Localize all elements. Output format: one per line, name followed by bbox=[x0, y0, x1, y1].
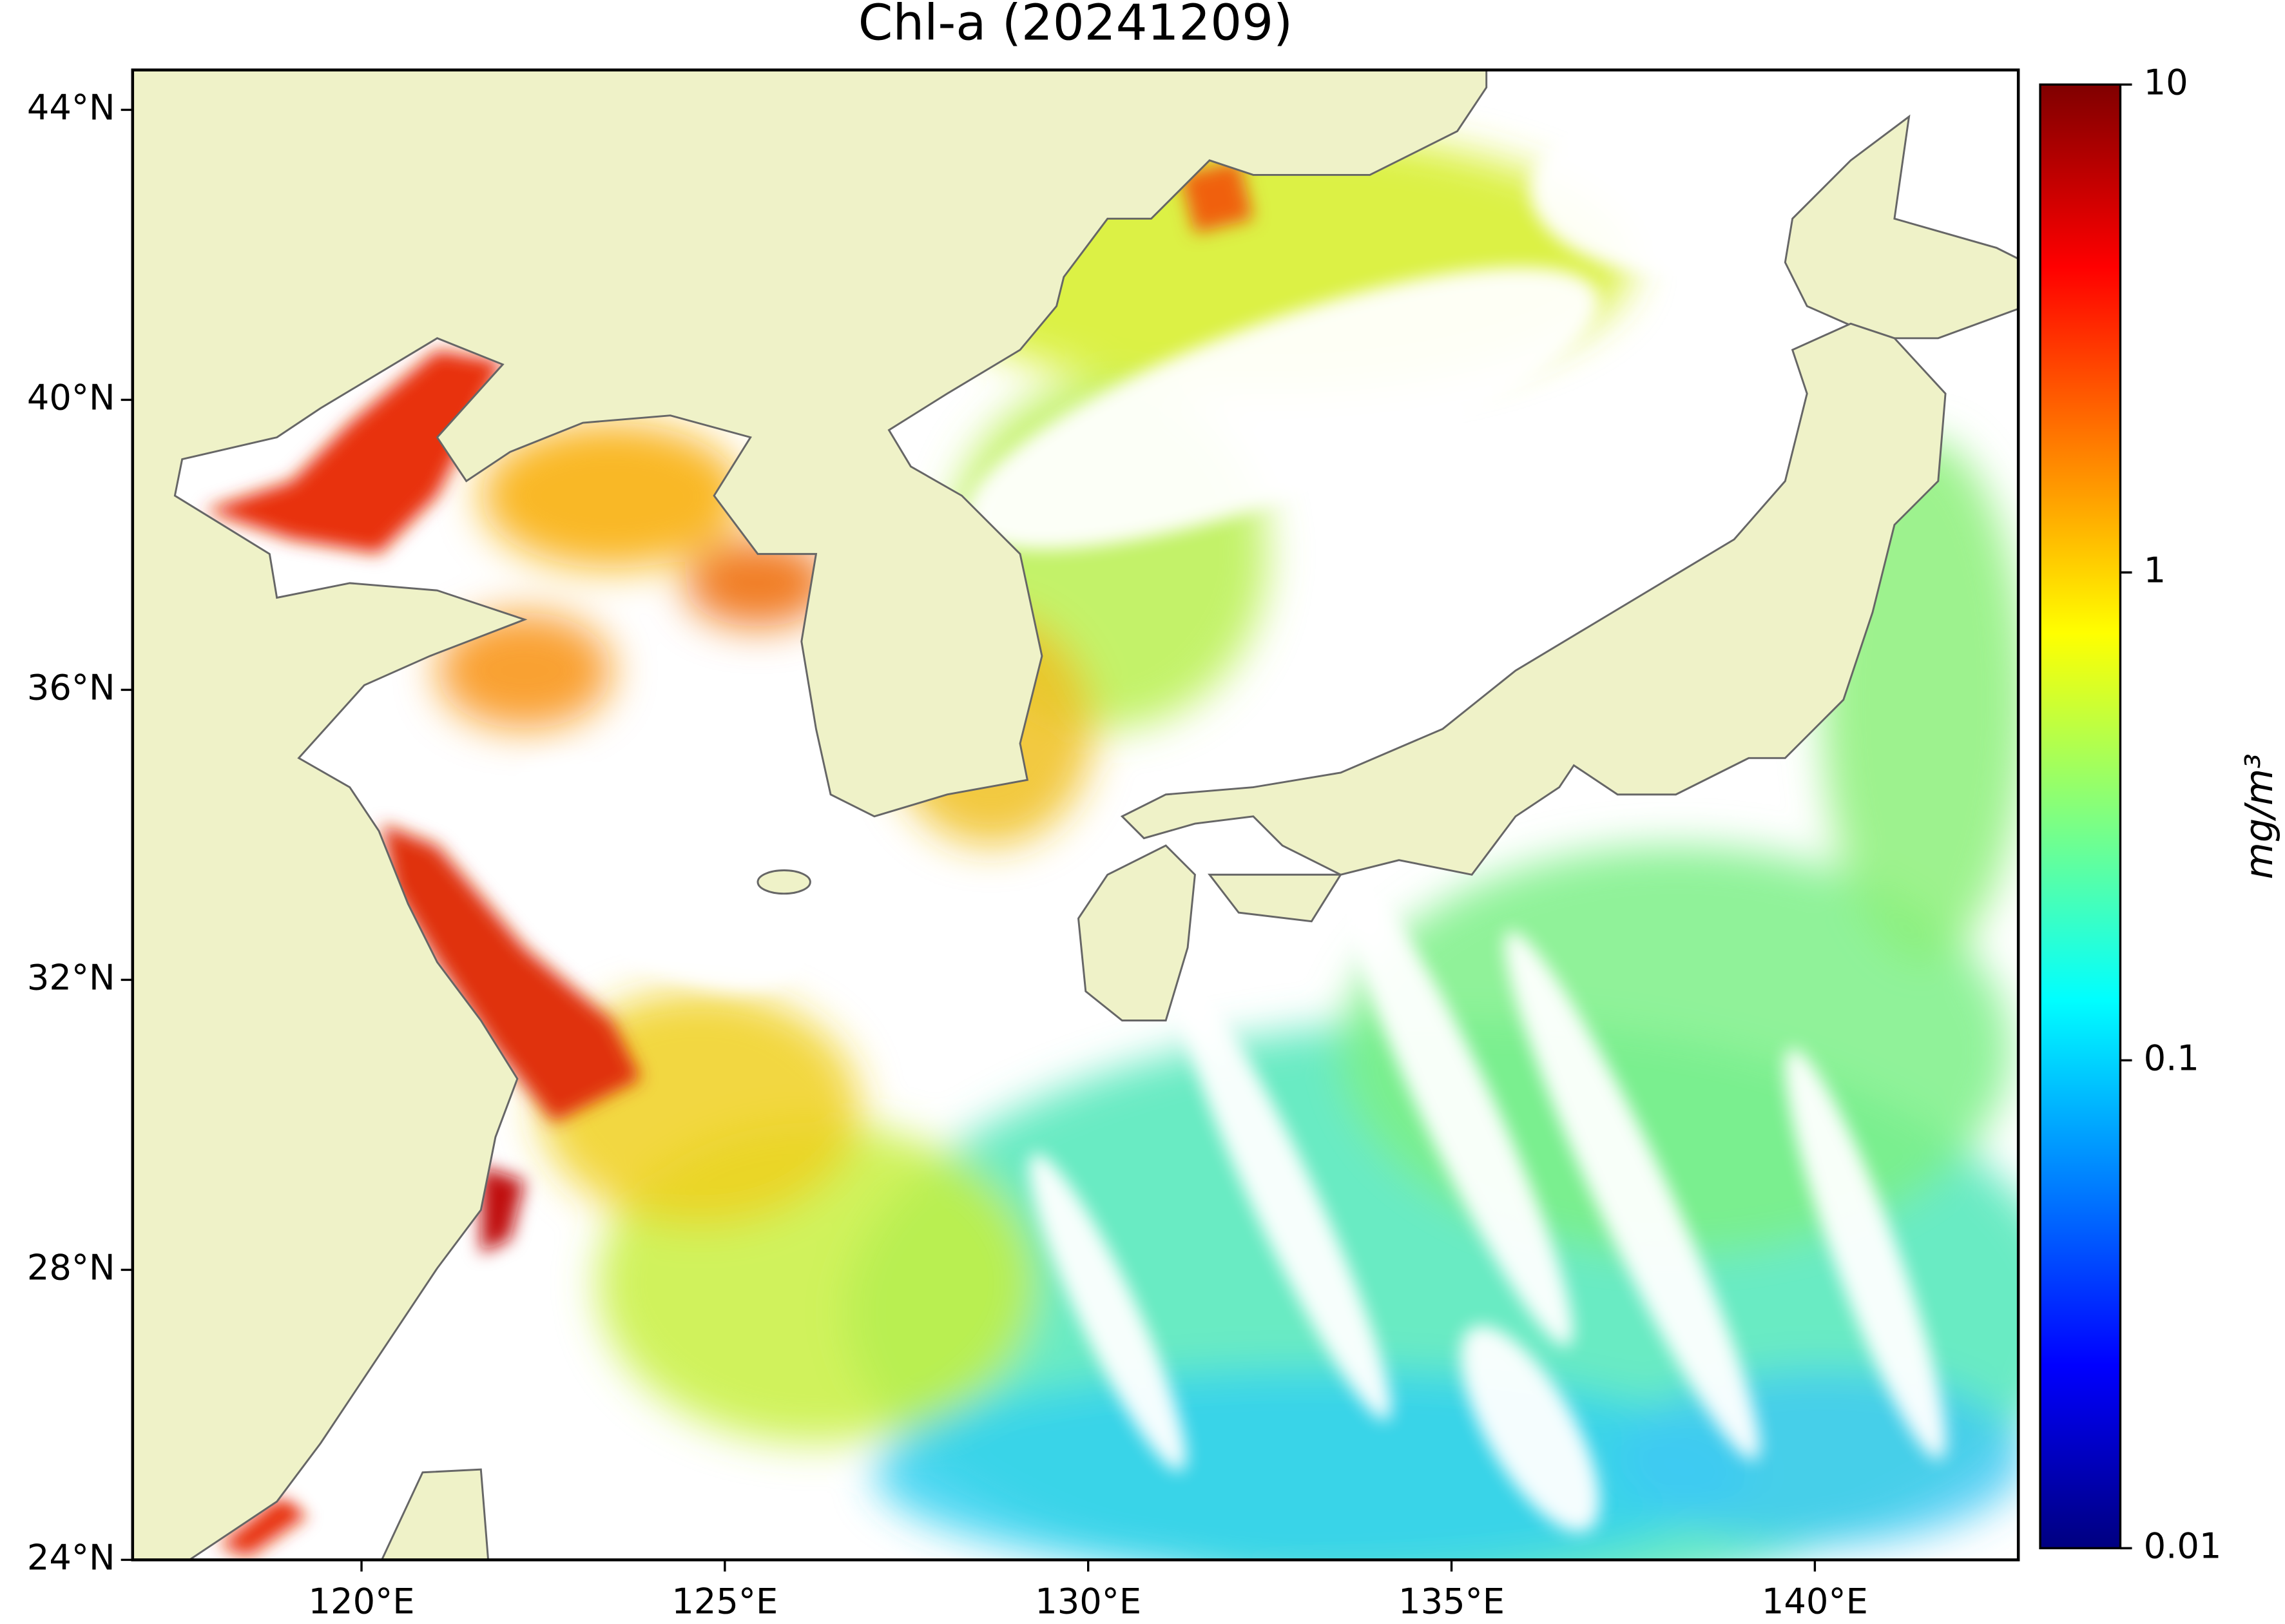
x-tick-label: 135°E bbox=[1398, 1581, 1505, 1621]
kyushu bbox=[1077, 844, 1196, 1021]
honshu bbox=[1120, 322, 1947, 876]
map-title: Chl-a (20241209) bbox=[858, 0, 1293, 52]
colorbar-tick-label: 1 bbox=[2144, 550, 2166, 590]
colorbar-tick-label: 10 bbox=[2144, 62, 2188, 102]
y-tick-label: 40°N bbox=[27, 378, 115, 418]
map-frame bbox=[131, 68, 2020, 1561]
y-tick-label: 44°N bbox=[27, 88, 115, 128]
taiwan bbox=[380, 1468, 490, 1560]
mainland bbox=[132, 70, 1488, 1560]
x-tick-label: 120°E bbox=[309, 1581, 415, 1621]
hokkaido bbox=[1784, 114, 2019, 340]
x-tick-label: 125°E bbox=[671, 1581, 778, 1621]
x-tick-label: 130°E bbox=[1035, 1581, 1141, 1621]
colorbar-tick-label: 0.01 bbox=[2144, 1525, 2222, 1566]
colorbar bbox=[2039, 83, 2122, 1550]
cloud-gaps bbox=[247, 102, 1946, 1532]
map-area bbox=[132, 70, 2019, 1560]
y-tick-label: 36°N bbox=[27, 668, 115, 708]
colorbar-tick-label: 0.1 bbox=[2144, 1038, 2199, 1078]
x-tick-label: 140°E bbox=[1762, 1581, 1868, 1621]
land bbox=[132, 70, 2019, 1560]
high-chlorophyll bbox=[204, 160, 1253, 1557]
colorbar-label: mg/m³ bbox=[2237, 753, 2281, 879]
y-tick-label: 24°N bbox=[27, 1538, 115, 1578]
y-tick-label: 32°N bbox=[27, 958, 115, 998]
jeju bbox=[757, 869, 811, 895]
shikoku bbox=[1208, 873, 1343, 923]
y-tick-label: 28°N bbox=[27, 1248, 115, 1288]
